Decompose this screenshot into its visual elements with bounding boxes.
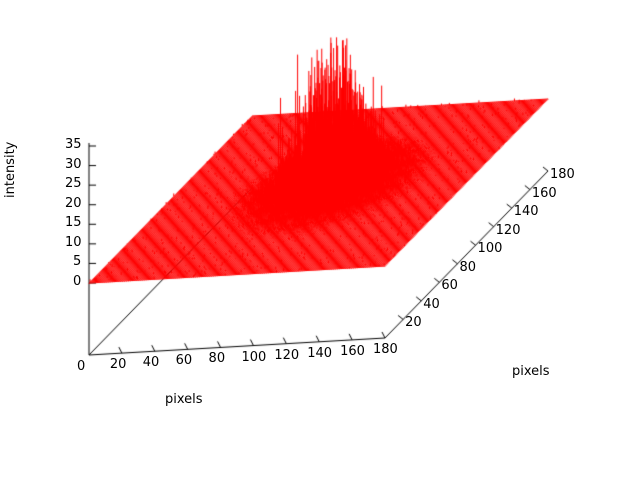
z-tick-15: 15 (65, 215, 82, 231)
x-tick-80: 80 (208, 351, 226, 367)
x-tick-40: 40 (142, 355, 160, 371)
y-tick-120: 120 (495, 222, 521, 238)
z-tick-35: 35 (65, 137, 82, 152)
x-tick-20: 20 (109, 357, 127, 373)
z-tick-20: 20 (65, 195, 82, 211)
z-tick-10: 10 (65, 234, 82, 250)
y-tick-80: 80 (459, 259, 476, 275)
z-axis-title: intensity (3, 141, 18, 198)
y-tick-160: 160 (531, 185, 557, 201)
x-tick-140: 140 (307, 345, 333, 361)
x-tick-180: 180 (373, 342, 398, 357)
x-tick-60: 60 (175, 353, 193, 369)
y-tick-40: 40 (423, 296, 440, 312)
y-axis-title: pixels (512, 364, 550, 379)
y-tick-180: 180 (550, 167, 575, 182)
y-tick-100: 100 (477, 241, 503, 257)
y-tick-20: 20 (405, 315, 422, 331)
z-tick-25: 25 (65, 176, 82, 192)
x-tick-100: 100 (241, 349, 267, 365)
y-tick-140: 140 (513, 204, 539, 220)
x-axis-title: pixels (165, 392, 203, 407)
z-tick-5: 5 (73, 254, 82, 270)
x-tick-0: 0 (77, 359, 86, 374)
z-tick-30: 30 (65, 156, 82, 172)
x-tick-120: 120 (274, 347, 300, 363)
x-tick-160: 160 (340, 343, 365, 359)
z-tick-0: 0 (73, 274, 82, 289)
y-tick-60: 60 (441, 278, 458, 294)
